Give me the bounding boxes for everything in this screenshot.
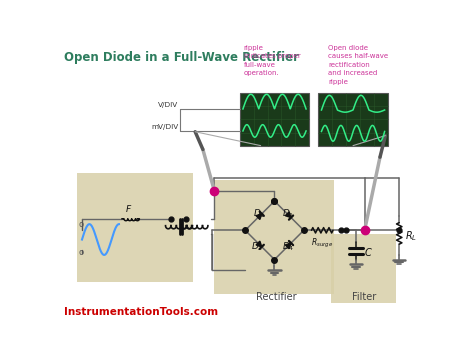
Text: Filter: Filter: [352, 292, 376, 302]
Text: Open Diode in a Full-Wave Rectifier: Open Diode in a Full-Wave Rectifier: [64, 51, 299, 64]
Text: F: F: [126, 205, 131, 214]
Text: $D_3$: $D_3$: [253, 207, 265, 220]
Polygon shape: [285, 212, 291, 217]
Text: $D_2$: $D_2$: [251, 241, 264, 253]
Text: V/DIV: V/DIV: [158, 102, 178, 108]
Text: $C$: $C$: [364, 246, 373, 258]
Text: mV/DIV: mV/DIV: [151, 124, 178, 130]
Bar: [214, 180, 334, 294]
Polygon shape: [285, 243, 291, 249]
Text: InstrumentationTools.com: InstrumentationTools.com: [64, 307, 219, 316]
Bar: [319, 93, 388, 145]
Polygon shape: [256, 214, 262, 220]
Bar: [331, 234, 396, 303]
Text: Rectifier: Rectifier: [255, 292, 296, 302]
Polygon shape: [256, 241, 262, 247]
Bar: [77, 172, 193, 282]
Text: $D_1$: $D_1$: [282, 207, 295, 220]
Text: o: o: [79, 248, 84, 257]
Text: $R_{surge}$: $R_{surge}$: [311, 237, 333, 249]
Text: $D_4$: $D_4$: [282, 241, 295, 253]
Text: Open diode
causes half-wave
rectification
and increased
ripple: Open diode causes half-wave rectificatio…: [328, 45, 389, 85]
Bar: [240, 93, 309, 145]
Text: o: o: [79, 220, 84, 229]
Text: ripple
indicates proper
full-wave
operation.: ripple indicates proper full-wave operat…: [244, 45, 301, 76]
Text: $R_L$: $R_L$: [405, 229, 418, 243]
